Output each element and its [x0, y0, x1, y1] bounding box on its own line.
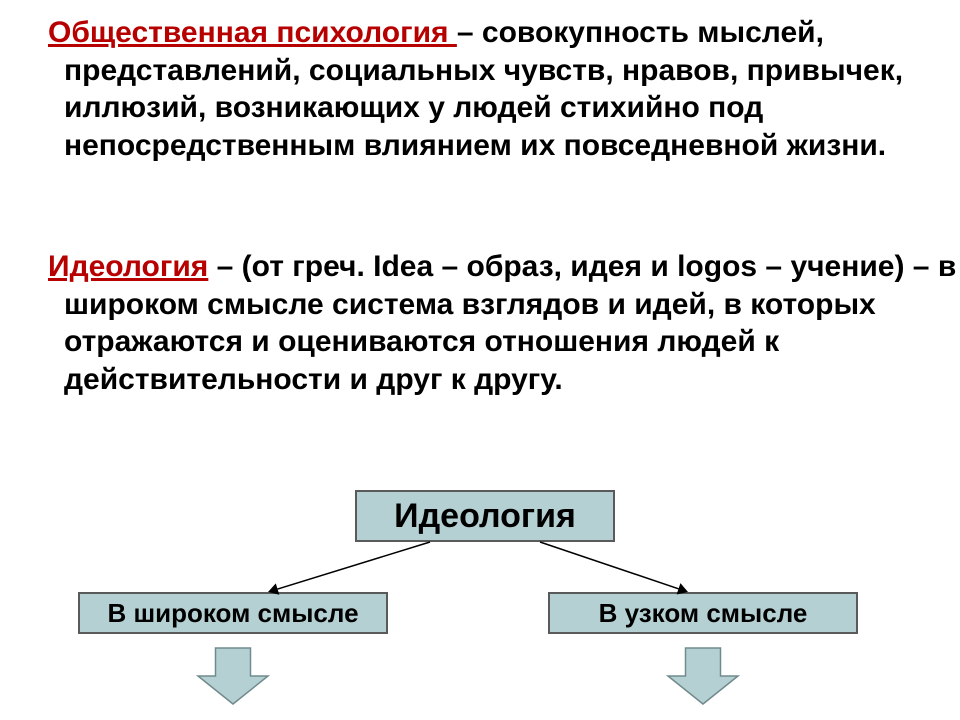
definition-ideology: Идеология – (от греч. Idea – образ, идея… [20, 248, 960, 398]
diagram-node-wide-label: В широком смысле [107, 598, 358, 629]
term-ideology: Идеология [48, 250, 208, 283]
diagram-root-ideology: Идеология [355, 490, 615, 542]
slide: Общественная психология – совокупность м… [0, 0, 960, 720]
diagram-node-narrow-label: В узком смысле [599, 598, 808, 629]
diagram-node-narrow-sense: В узком смысле [548, 592, 858, 634]
diagram-node-wide-sense: В широком смысле [78, 592, 388, 634]
diagram-root-label: Идеология [394, 497, 576, 536]
term-social-psychology: Общественная психология [48, 16, 457, 49]
definition-social-psychology: Общественная психология – совокупность м… [20, 14, 960, 164]
